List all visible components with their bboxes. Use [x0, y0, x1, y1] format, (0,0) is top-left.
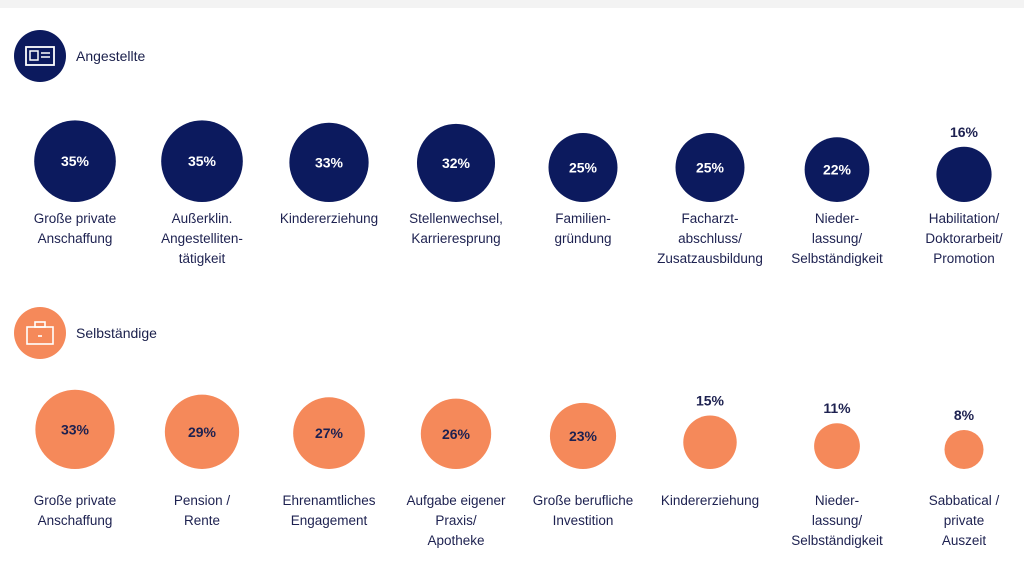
- briefcase-icon: [14, 307, 66, 359]
- value-label-employed-8: 16%: [950, 124, 979, 140]
- category-label-selfemployed-6: Kindererziehung: [660, 493, 760, 508]
- bubble-selfemployed-1: [35, 389, 115, 469]
- category-label-employed-8: Habilitation/Doktorarbeit/Promotion: [925, 211, 1003, 266]
- category-label-employed-1: Große private Anschaffung: [33, 211, 117, 246]
- value-label-selfemployed-4: 26%: [442, 426, 471, 442]
- bubble-employed-8: [936, 146, 992, 202]
- bubble-employed-3: [289, 122, 369, 202]
- category-label-selfemployed-3: Ehrenamtliches Engagement: [282, 493, 376, 528]
- section-title-employed: Angestellte: [76, 48, 146, 64]
- section-header-employed: Angestellte: [14, 30, 145, 82]
- value-label-selfemployed-3: 27%: [315, 425, 344, 441]
- category-label-employed-6: Facharzt-abschluss/Zusatzausbildung: [657, 211, 763, 266]
- category-label-selfemployed-4: Aufgabe eigener Praxis/Apotheke: [406, 493, 506, 548]
- category-label-selfemployed-1: Große private Anschaffung: [33, 493, 117, 528]
- value-label-selfemployed-2: 29%: [188, 424, 217, 440]
- bubble-employed-4: [416, 123, 496, 202]
- value-label-employed-2: 35%: [188, 153, 217, 169]
- category-label-selfemployed-5: Große berufliche Investition: [532, 493, 634, 528]
- bubble-selfemployed-7: [814, 423, 860, 469]
- top-strip: [0, 0, 1024, 8]
- value-label-selfemployed-5: 23%: [569, 428, 598, 444]
- category-label-employed-7: Nieder-lassung/Selbständigkeit: [791, 211, 883, 266]
- section-title-selfemployed: Selbständige: [76, 325, 157, 341]
- bubble-selfemployed-5: [549, 402, 617, 469]
- value-label-employed-3: 33%: [315, 154, 344, 170]
- bubble-employed-1: [34, 120, 116, 202]
- bubble-employed-2: [161, 120, 243, 202]
- bubble-selfemployed-8: [944, 429, 984, 469]
- value-label-employed-5: 25%: [569, 160, 598, 176]
- bubble-employed-6: [675, 133, 745, 202]
- value-label-employed-7: 22%: [823, 162, 852, 178]
- bubble-selfemployed-3: [293, 397, 365, 469]
- value-label-employed-6: 25%: [696, 160, 725, 176]
- id-card-icon: [14, 30, 66, 82]
- bubble-selfemployed-2: [164, 394, 240, 470]
- bubble-employed-5: [548, 133, 618, 202]
- category-label-employed-5: Familien-gründung: [554, 211, 612, 246]
- section-header-selfemployed: Selbständige: [14, 307, 157, 359]
- bubble-employed-7: [804, 137, 870, 202]
- value-label-selfemployed-6: 15%: [696, 393, 725, 409]
- value-label-employed-4: 32%: [442, 155, 471, 171]
- bubble-selfemployed-4: [420, 398, 492, 469]
- category-label-employed-4: Stellenwechsel, Karrieresprung: [409, 211, 503, 246]
- category-label-selfemployed-7: Nieder-lassung/Selbständigkeit: [791, 493, 883, 548]
- value-label-selfemployed-1: 33%: [61, 421, 90, 437]
- value-label-employed-1: 35%: [61, 153, 90, 169]
- bubble-selfemployed-6: [683, 415, 737, 470]
- category-label-selfemployed-2: Pension / Rente: [173, 493, 231, 528]
- value-label-selfemployed-7: 11%: [823, 400, 851, 416]
- category-label-employed-3: Kindererziehung: [279, 211, 379, 226]
- value-label-selfemployed-8: 8%: [954, 407, 975, 423]
- category-label-selfemployed-8: Sabbatical / private Auszeit: [928, 493, 1000, 548]
- category-label-employed-2: Außerklin. Angestelliten-tätigkeit: [161, 211, 243, 266]
